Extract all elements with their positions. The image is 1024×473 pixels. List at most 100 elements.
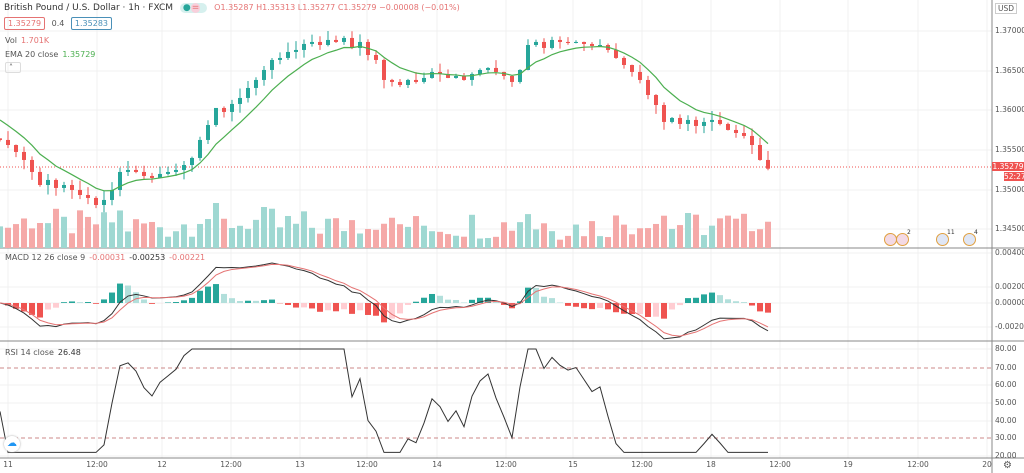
volume-bar <box>629 234 635 248</box>
volume-bar <box>101 212 107 248</box>
currency-label[interactable]: USD <box>995 3 1018 14</box>
macd-value: -0.00253 <box>129 253 166 262</box>
candle-body <box>510 75 514 82</box>
price-axis-label: 1.37000 <box>995 26 1024 35</box>
macd-histogram-bar <box>733 301 739 303</box>
volume-bar <box>357 233 363 248</box>
macd-histogram-bar <box>285 303 291 305</box>
macd-histogram-bar <box>573 303 579 307</box>
symbol-title[interactable]: British Pound / U.S. Dollar · 1h · FXCM <box>4 3 174 13</box>
volume-bar <box>461 236 467 248</box>
macd-legend[interactable]: MACD 12 26 close 9 -0.00031 -0.00253 -0.002… <box>5 253 209 262</box>
volume-bar <box>93 224 99 248</box>
sell-button[interactable]: 1.35279 <box>4 17 46 30</box>
event-us-icon[interactable]: 11 <box>936 229 955 246</box>
volume-bar <box>517 222 523 248</box>
macd-histogram-value: -0.00031 <box>89 253 126 262</box>
candle-body <box>622 57 626 65</box>
volume-bar <box>125 231 131 248</box>
macd-histogram-bar <box>309 303 315 309</box>
rsi-axis-label: 80.00 <box>995 344 1017 353</box>
candle-body <box>38 171 42 185</box>
cloud-icon[interactable]: ☁ <box>4 436 20 452</box>
candle-body <box>574 41 578 43</box>
ema-legend[interactable]: EMA 20 close 1.35729 <box>5 50 99 59</box>
buy-button[interactable]: 1.35283 <box>70 17 113 30</box>
macd-histogram-bar <box>677 303 683 306</box>
macd-histogram-bar <box>245 300 251 303</box>
macd-histogram-bar <box>709 292 715 303</box>
volume-bar <box>613 215 619 248</box>
candle-body <box>590 43 594 46</box>
macd-histogram-bar <box>197 290 203 303</box>
macd-histogram-bar <box>141 299 147 303</box>
collapse-legend-button[interactable]: ˄ <box>5 62 21 73</box>
candle-body <box>454 75 458 78</box>
volume-bar <box>229 228 235 248</box>
candle-body <box>30 159 34 172</box>
candle-body <box>278 57 282 60</box>
volume-bar <box>381 223 387 248</box>
volume-bar <box>261 207 267 248</box>
macd-histogram-bar <box>69 301 75 303</box>
macd-histogram-bar <box>741 302 747 303</box>
candle-body <box>222 107 226 112</box>
candle-body <box>678 117 682 124</box>
event-uk-icon[interactable]: 2 <box>896 229 911 246</box>
rsi-legend[interactable]: RSI 14 close 26.48 <box>5 348 85 357</box>
rsi-label: RSI 14 close <box>5 348 54 357</box>
volume-bar <box>677 225 683 248</box>
macd-histogram-bar <box>317 303 323 312</box>
volume-bar <box>589 221 595 248</box>
time-axis-label: 11 <box>3 460 13 469</box>
volume-bar <box>53 208 59 248</box>
volume-bar <box>637 228 643 248</box>
candle-body <box>654 95 658 105</box>
macd-histogram-bar <box>429 293 435 303</box>
candle-body <box>70 185 74 190</box>
volume-bar <box>277 227 283 248</box>
macd-histogram-bar <box>261 300 267 303</box>
candle-body <box>118 171 122 190</box>
candle-body <box>702 121 706 126</box>
volume-bar <box>253 219 259 248</box>
volume-bar <box>85 216 91 248</box>
volume-bar <box>445 234 451 248</box>
macd-histogram-bar <box>325 303 331 311</box>
macd-histogram-bar <box>77 302 83 303</box>
candle-body <box>374 55 378 60</box>
candle-body <box>110 189 114 200</box>
event-us-icon[interactable]: 4 <box>963 229 978 246</box>
candle-body <box>734 129 738 133</box>
candle-body <box>694 119 698 126</box>
candle-body <box>0 138 2 140</box>
volume-bar <box>245 228 251 248</box>
volume-bar <box>189 236 195 248</box>
candle-body <box>630 65 634 72</box>
volume-bar <box>533 229 539 248</box>
candle-body <box>750 135 754 145</box>
settings-gear-icon[interactable]: ⚙ <box>1003 460 1012 471</box>
price-axis-label: 1.36000 <box>995 105 1024 114</box>
macd-histogram-bar <box>229 298 235 303</box>
time-axis-label: 12:00 <box>356 460 378 469</box>
volume-bar <box>397 224 403 248</box>
time-axis-label: 12 <box>157 460 167 469</box>
price-axis-label: 1.36500 <box>995 66 1024 75</box>
macd-histogram-bar <box>301 303 307 308</box>
volume-bar <box>421 225 427 248</box>
candle-body <box>62 185 66 188</box>
signal-line <box>0 263 769 337</box>
macd-histogram-bar <box>405 303 411 305</box>
rsi-axis-label: 30.00 <box>995 433 1017 442</box>
macd-histogram-bar <box>189 297 195 303</box>
candle-body <box>478 69 482 74</box>
macd-histogram-bar <box>109 292 115 303</box>
time-axis-label: 13 <box>295 460 305 469</box>
volume-bar <box>325 218 331 248</box>
vol-legend[interactable]: Vol 1.701K <box>5 36 53 45</box>
macd-histogram-bar <box>173 302 179 303</box>
macd-histogram-bar <box>701 294 707 303</box>
